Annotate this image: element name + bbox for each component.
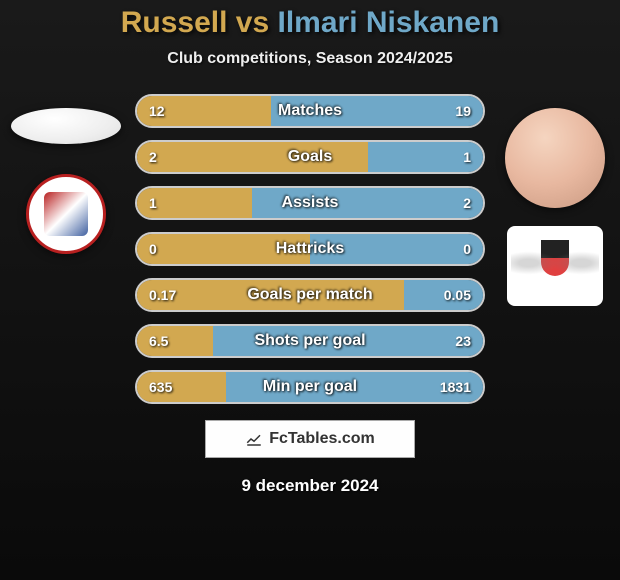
stat-label: Goals per match bbox=[137, 286, 483, 304]
stat-label: Shots per goal bbox=[137, 332, 483, 350]
stat-row: 0.170.05Goals per match bbox=[135, 278, 485, 312]
stat-row: 21Goals bbox=[135, 140, 485, 174]
club-badge-right bbox=[507, 226, 603, 306]
stat-row: 12Assists bbox=[135, 186, 485, 220]
footer-date: 9 december 2024 bbox=[241, 476, 378, 496]
stat-row: 1219Matches bbox=[135, 94, 485, 128]
stat-label: Hattricks bbox=[137, 240, 483, 258]
comparison-body: 1219Matches 21Goals 12Assists 00Hattricks 0.… bbox=[0, 94, 620, 404]
left-player-column bbox=[8, 108, 123, 254]
stat-label: Matches bbox=[137, 102, 483, 120]
comparison-title: Russell vs Ilmari Niskanen bbox=[121, 6, 500, 40]
chart-icon bbox=[245, 430, 263, 448]
stat-label: Assists bbox=[137, 194, 483, 212]
subtitle: Club competitions, Season 2024/2025 bbox=[167, 50, 452, 68]
stat-bars: 1219Matches 21Goals 12Assists 00Hattricks 0.… bbox=[135, 94, 485, 404]
stat-label: Min per goal bbox=[137, 378, 483, 396]
site-name: FcTables.com bbox=[269, 430, 375, 448]
stat-row: 6.523Shots per goal bbox=[135, 324, 485, 358]
player-left-name: Russell bbox=[121, 6, 228, 39]
stat-label: Goals bbox=[137, 148, 483, 166]
right-player-column bbox=[497, 108, 612, 306]
player-right-avatar bbox=[505, 108, 605, 208]
club-badge-left bbox=[26, 174, 106, 254]
stat-row: 00Hattricks bbox=[135, 232, 485, 266]
site-logo: FcTables.com bbox=[205, 420, 415, 458]
player-left-avatar bbox=[11, 108, 121, 144]
player-right-name: Ilmari Niskanen bbox=[278, 6, 500, 39]
vs-text: vs bbox=[236, 6, 269, 39]
stat-row: 6351831Min per goal bbox=[135, 370, 485, 404]
